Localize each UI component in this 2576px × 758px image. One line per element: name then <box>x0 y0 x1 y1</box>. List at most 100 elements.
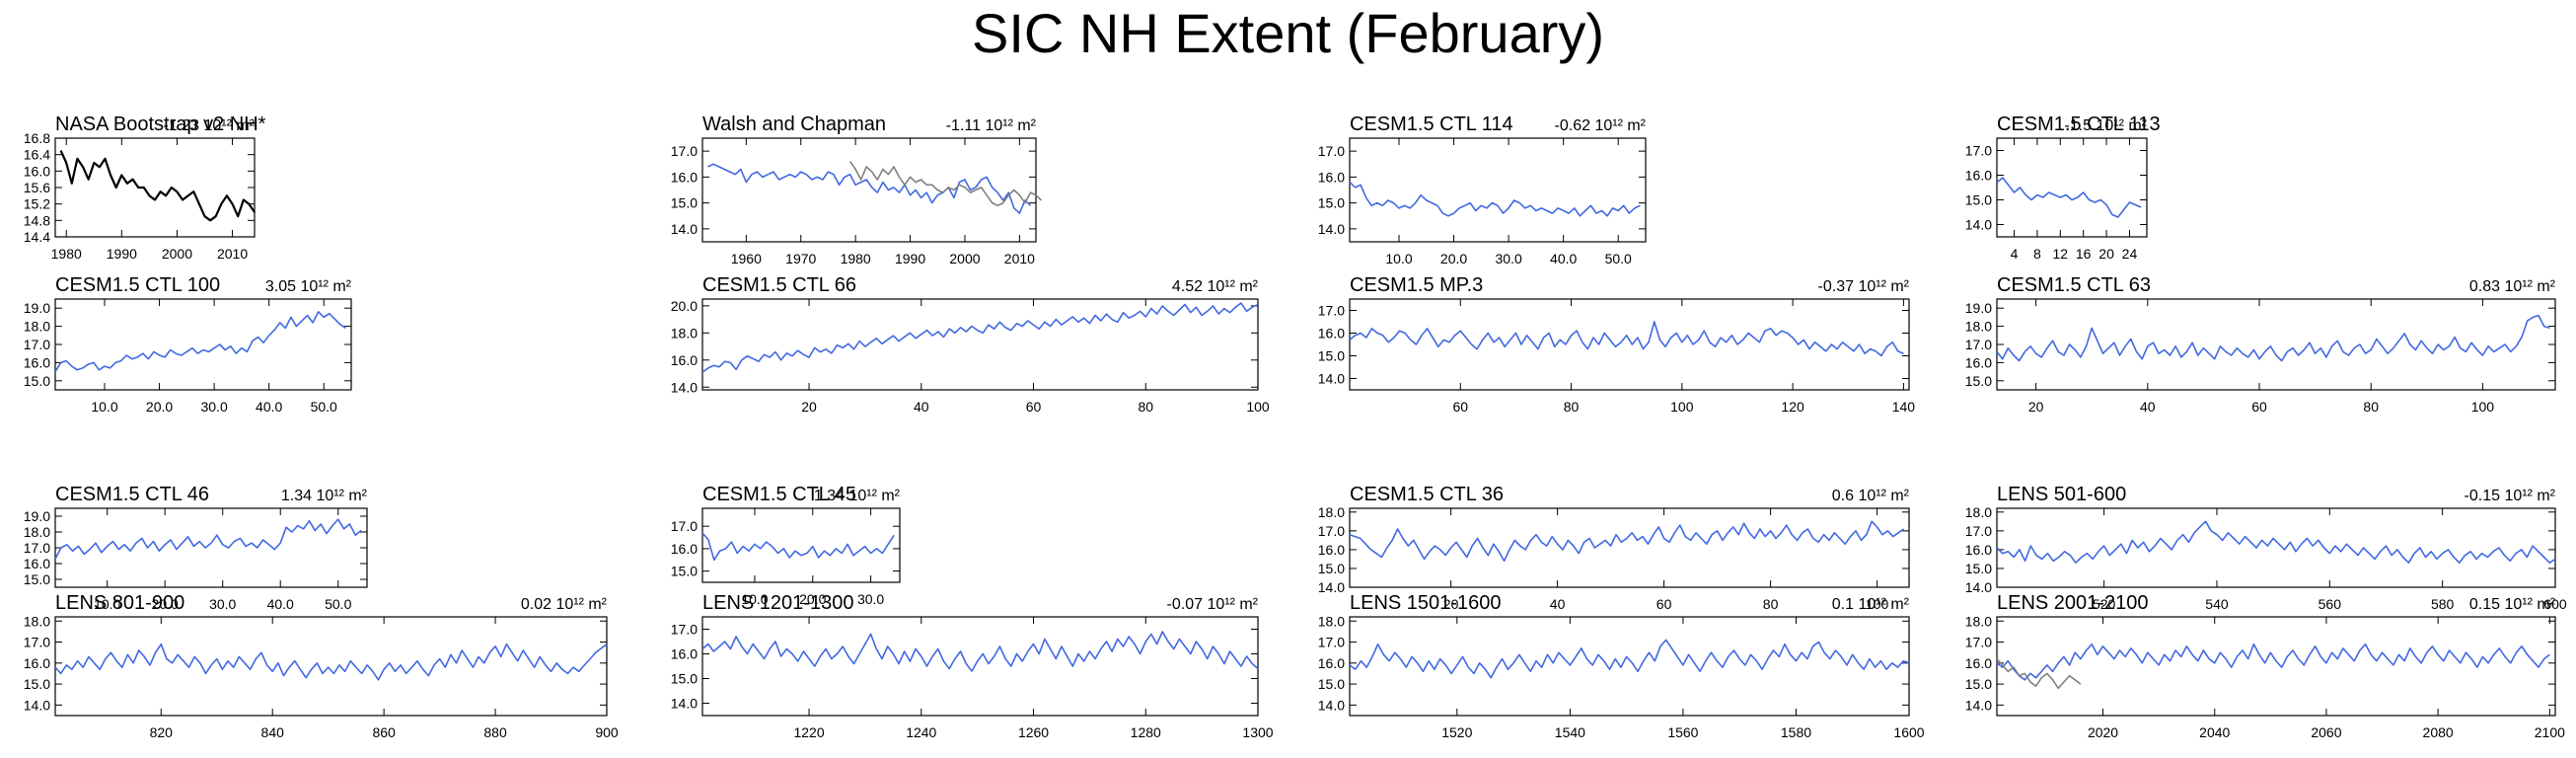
x-tick-label: 30.0 <box>209 596 236 612</box>
y-tick-label: 20.0 <box>671 298 698 314</box>
y-tick-label: 16.0 <box>1318 542 1345 558</box>
panel: 14.0 15.0 16.0 17.0 1220 1240 1260 1280 1300 LENS… <box>671 592 1274 740</box>
y-tick-label: 17.0 <box>24 337 50 352</box>
x-tick-label: 10.0 <box>91 399 117 415</box>
plot-frame <box>54 507 368 588</box>
y-tick-label: 15.6 <box>24 180 50 195</box>
x-tick-label: 100 <box>2471 399 2495 415</box>
y-tick-label: 15.0 <box>24 571 50 587</box>
y-tick-label: 17.0 <box>671 622 698 638</box>
y-tick-label: 16.0 <box>671 169 698 185</box>
series-line <box>701 631 1259 672</box>
y-tick-label: 18.0 <box>671 325 698 341</box>
y-tick-label: 17.0 <box>1965 143 1992 159</box>
series-line <box>1349 520 1905 563</box>
trend-value: 0.1 <box>1832 596 1854 613</box>
x-tick-label: 20 <box>2098 246 2114 262</box>
x-tick-label: 860 <box>372 724 396 740</box>
x-tick-label: 1580 <box>1781 724 1811 740</box>
trend-value: -1.5 <box>2064 117 2092 134</box>
trend-unit: 10¹² m² <box>2500 596 2556 613</box>
x-tick-label: 40 <box>914 399 929 415</box>
x-tick-label: 1600 <box>1893 724 1924 740</box>
x-tick-label: 2000 <box>162 246 192 262</box>
trend-value: 1.34 <box>281 488 312 504</box>
x-tick-label: 520 <box>2093 596 2116 612</box>
trend-label: -0.62 10¹² m² <box>1555 117 1647 134</box>
trend-label: 0.6 10¹² m² <box>1832 488 1910 504</box>
x-tick-label: 1240 <box>906 724 936 740</box>
series-line <box>701 302 1259 373</box>
panel: 14.0 15.0 16.0 17.0 4 8 12 16 20 24 CESM1.5 CTL 11… <box>1965 114 2161 262</box>
x-tick-label: 10.0 <box>94 596 120 612</box>
y-tick-label: 16.0 <box>24 163 50 179</box>
y-tick-label: 16.0 <box>1318 326 1345 341</box>
x-tick-label: 20.0 <box>1440 251 1467 266</box>
plot-frame <box>1349 616 1910 717</box>
panel-title: LENS 801-900 <box>55 592 184 614</box>
x-tick-label: 140 <box>1892 399 1916 415</box>
series-line <box>54 518 362 560</box>
y-tick-label: 19.0 <box>24 300 50 316</box>
y-tick-label: 17.0 <box>24 540 50 556</box>
series-line <box>1996 520 2556 565</box>
x-tick-label: 2080 <box>2423 724 2454 740</box>
plot-frame <box>1349 507 1910 588</box>
x-tick-label: 4 <box>2011 246 2019 262</box>
panel-title: LENS 1501-1600 <box>1350 592 1501 614</box>
trend-unit: 10¹² m² <box>552 596 608 613</box>
plot-frame <box>1996 298 2556 391</box>
x-tick-label: 50.0 <box>311 399 337 415</box>
y-tick-label: 17.0 <box>1965 337 1992 352</box>
panel-title: CESM1.5 CTL 46 <box>55 484 209 505</box>
x-tick-label: 60 <box>1026 399 1042 415</box>
series-line <box>848 161 1043 207</box>
x-tick-label: 20.0 <box>146 399 173 415</box>
y-tick-label: 17.0 <box>671 518 698 534</box>
y-tick-label: 16.0 <box>1965 354 1992 370</box>
panel: 14.0 16.0 18.0 20.0 20 40 60 80 100 CESM1.5 CTL 6… <box>671 274 1270 415</box>
series-line <box>1996 658 2082 690</box>
x-tick-label: 540 <box>2205 596 2229 612</box>
plot-frame <box>1996 507 2556 588</box>
y-tick-label: 16.0 <box>1318 655 1345 671</box>
trend-value: 0.6 <box>1832 488 1854 504</box>
x-tick-label: 60 <box>1656 596 1672 612</box>
trend-label: -1.5 10¹² m² <box>2064 117 2147 134</box>
x-tick-label: 50.0 <box>325 596 351 612</box>
x-tick-label: 1560 <box>1667 724 1698 740</box>
x-tick-label: 1280 <box>1131 724 1161 740</box>
trend-value: -0.07 <box>1167 596 1204 613</box>
plot-frame <box>1349 298 1910 391</box>
panel-title: LENS 501-600 <box>1997 484 2126 505</box>
y-tick-label: 14.0 <box>671 379 698 395</box>
x-tick-label: 30.0 <box>1495 251 1521 266</box>
trend-value: 4.52 <box>1172 278 1203 295</box>
y-tick-label: 17.0 <box>24 635 50 650</box>
panel-title: CESM1.5 CTL 36 <box>1350 484 1504 505</box>
panel-title: CESM1.5 MP.3 <box>1350 274 1483 296</box>
x-tick-label: 40 <box>1550 596 1566 612</box>
y-tick-label: 14.4 <box>24 229 50 245</box>
y-tick-label: 16.8 <box>24 130 50 146</box>
trend-label: 4.52 10¹² m² <box>1172 278 1259 295</box>
trend-label: -1.23 10¹² m² <box>164 117 256 134</box>
x-tick-label: 40.0 <box>1550 251 1577 266</box>
y-tick-label: 17.0 <box>1965 635 1992 650</box>
y-tick-label: 15.0 <box>1965 373 1992 389</box>
y-tick-label: 14.0 <box>1318 579 1345 595</box>
y-tick-label: 15.0 <box>24 373 50 389</box>
trend-label: -0.07 10¹² m² <box>1167 596 1259 613</box>
panel: 14.414.815.215.616.016.416.8 1980 1990 2000… <box>24 114 266 262</box>
x-tick-label: 80 <box>1564 399 1580 415</box>
panel: 14.0 15.0 16.0 17.0 18.0 520 540 560 580 600 LENS … <box>1965 484 2567 612</box>
trend-unit: 10¹² m² <box>1590 117 1647 134</box>
trend-unit: 10¹² m² <box>1854 488 1910 504</box>
y-tick-label: 15.0 <box>671 564 698 579</box>
x-tick-label: 1960 <box>731 251 762 266</box>
trend-value: -1.11 <box>946 117 981 134</box>
y-tick-label: 18.0 <box>24 319 50 335</box>
x-tick-label: 50.0 <box>1605 251 1632 266</box>
panel: 14.0 15.0 16.0 17.0 60 80 100 120 140 CESM1.5 MP.… <box>1318 274 1916 415</box>
